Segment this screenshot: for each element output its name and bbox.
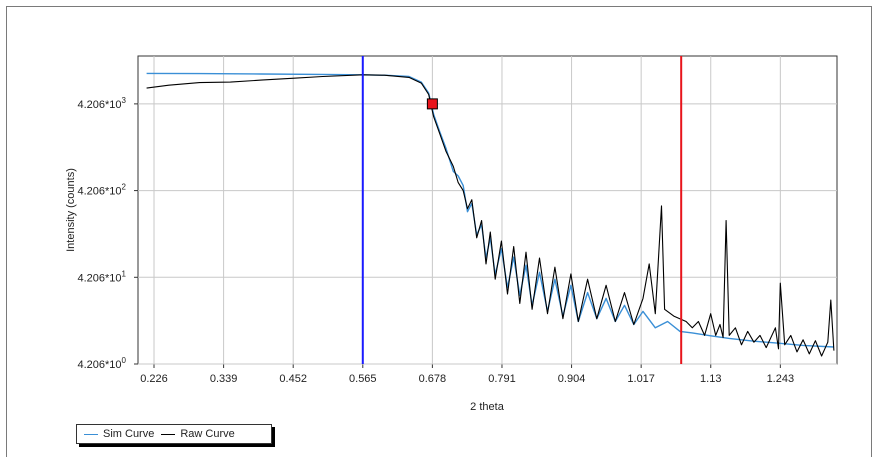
y-tick-labels: 4.206*103 4.206*102 4.206*101 4.206*100 (78, 96, 127, 371)
y-axis-title: Intensity (counts) (65, 168, 77, 252)
point-marker (426, 98, 438, 110)
y-tick-label: 4.206*102 (78, 183, 127, 198)
grid-y (134, 103, 837, 365)
y-tick-label: 4.206*100 (78, 356, 127, 371)
series-line-raw-curve (146, 74, 835, 357)
x-tick-label: 0.678 (419, 373, 447, 385)
x-axis-title: 2 theta (470, 401, 505, 413)
y-tick-label: 4.206*101 (78, 269, 127, 284)
x-tick-label: 0.565 (349, 373, 377, 385)
x-tick-label: 1.243 (767, 373, 795, 385)
x-tick-label: 1.13 (700, 373, 721, 385)
x-tick-label: 0.791 (488, 373, 516, 385)
x-tick-label: 0.452 (279, 373, 307, 385)
legend-item-sim: Sim Curve (84, 428, 154, 440)
x-tick-label: 1.017 (627, 373, 655, 385)
marker-layer (361, 56, 683, 364)
legend: Sim Curve Raw Curve (76, 424, 272, 444)
plot-area (137, 55, 838, 365)
x-tick-label: 0.339 (210, 373, 238, 385)
legend-swatch-raw (161, 433, 176, 435)
x-tick-labels: 0.226 0.339 0.452 0.565 0.678 0.791 0.904 1.017… (140, 373, 794, 385)
legend-label-sim: Sim Curve (103, 428, 155, 440)
legend-swatch-sim (84, 433, 98, 435)
y-tick-label: 4.206*103 (78, 96, 127, 111)
legend-item-raw: Raw Curve (161, 428, 235, 440)
x-tick-label: 0.226 (140, 373, 168, 385)
legend-label-raw: Raw Curve (180, 428, 235, 440)
x-tick-label: 0.904 (558, 373, 586, 385)
